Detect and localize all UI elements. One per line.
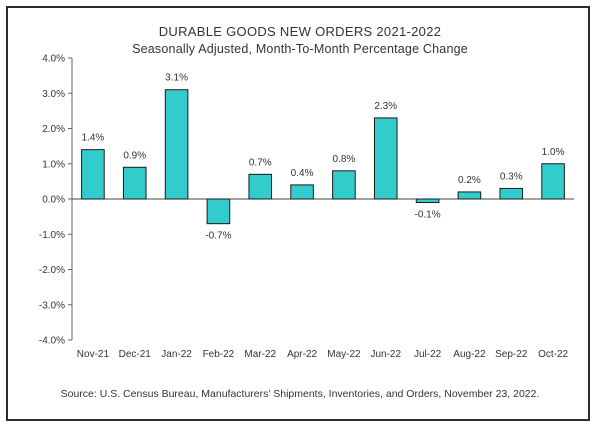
x-tick-label: Oct-22: [538, 349, 568, 360]
x-tick-label: Jan-22: [161, 349, 192, 360]
bar: [81, 149, 105, 200]
label-layer: 1.4% Nov-21 0.9% Dec-21 3.1% Jan-22 -0.7% Feb-2…: [77, 73, 569, 360]
x-tick-label: Jun-22: [370, 349, 401, 360]
data-label: -0.1%: [415, 210, 441, 221]
data-label: 0.4%: [291, 168, 314, 179]
y-tick-label: 4.0%: [42, 54, 65, 65]
data-label: 1.0%: [542, 147, 565, 158]
data-label: 3.1%: [165, 73, 188, 84]
data-label: 0.7%: [249, 157, 272, 168]
x-tick-label: Nov-21: [77, 349, 110, 360]
data-label: 0.8%: [333, 154, 356, 165]
bar: [332, 170, 356, 200]
bar: [206, 198, 231, 225]
x-tick-label: Sep-22: [495, 349, 528, 360]
bar: [415, 198, 440, 204]
chart-subtitle: Seasonally Adjusted, Month-To-Month Perc…: [132, 42, 468, 56]
chart-title: DURABLE GOODS NEW ORDERS 2021-2022: [158, 24, 442, 39]
bar: [373, 117, 398, 200]
y-tick-label: -2.0%: [39, 265, 65, 276]
y-tick-label: 0.0%: [42, 195, 65, 206]
x-tick-label: Jul-22: [414, 349, 442, 360]
data-label: 0.9%: [123, 150, 146, 161]
y-tick-label: 3.0%: [42, 89, 65, 100]
x-tick-label: Apr-22: [287, 349, 317, 360]
chart-frame: [6, 6, 590, 421]
x-tick-label: Feb-22: [203, 349, 235, 360]
source-note: Source: U.S. Census Bureau, Manufacturer…: [60, 388, 540, 400]
y-tick-label: 1.0%: [42, 159, 65, 170]
bar-layer: [81, 89, 565, 225]
x-tick-label: Mar-22: [244, 349, 276, 360]
x-tick-label: Dec-21: [119, 349, 152, 360]
axis-layer: 4.0% 3.0% 2.0% 1.0% 0.0% -1.0% -2.0% -3.0% -4.0%: [39, 54, 574, 347]
x-tick-label: Aug-22: [453, 349, 486, 360]
x-tick-label: May-22: [327, 349, 361, 360]
bar: [122, 166, 147, 200]
data-label: 1.4%: [82, 133, 105, 144]
bar: [457, 191, 482, 200]
data-label: 2.3%: [374, 101, 397, 112]
bar: [541, 163, 565, 200]
y-tick-label: -1.0%: [39, 230, 65, 241]
y-tick-label: -4.0%: [39, 336, 65, 347]
data-label: -0.7%: [205, 231, 231, 242]
data-label: 0.2%: [458, 175, 481, 186]
y-tick-label: 2.0%: [42, 124, 65, 135]
data-label: 0.3%: [500, 171, 523, 182]
bar: [248, 173, 273, 200]
bar: [164, 89, 189, 200]
bar: [499, 187, 524, 200]
y-tick-label: -3.0%: [39, 300, 65, 311]
bar: [290, 184, 314, 200]
